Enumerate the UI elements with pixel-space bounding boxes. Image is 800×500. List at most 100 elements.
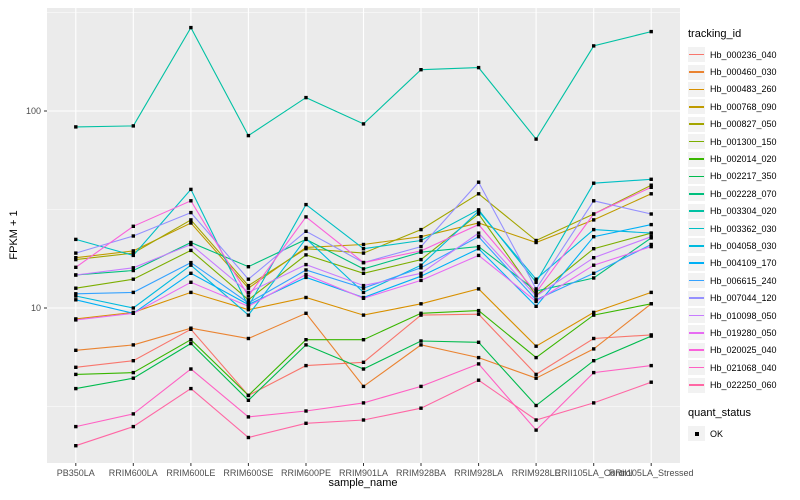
data-point xyxy=(74,318,78,322)
data-point xyxy=(74,237,78,242)
data-point xyxy=(189,210,193,215)
data-point xyxy=(649,231,653,235)
data-point xyxy=(419,263,423,267)
data-point xyxy=(74,265,78,269)
data-point xyxy=(419,266,423,270)
legend-entry: Hb_007044_120 xyxy=(688,289,798,306)
legend-entry: Hb_000460_030 xyxy=(688,63,798,80)
data-point xyxy=(649,183,653,187)
data-point xyxy=(131,124,135,128)
legend-key xyxy=(688,47,705,63)
legend-entry: Hb_022250_060 xyxy=(688,376,798,393)
data-point xyxy=(246,294,251,298)
data-point xyxy=(189,367,193,371)
legend-key xyxy=(688,81,705,97)
line-swatch-icon xyxy=(689,262,704,265)
data-point xyxy=(246,308,251,312)
data-point xyxy=(476,231,481,235)
line-swatch-icon xyxy=(689,227,704,230)
data-point xyxy=(419,384,423,389)
x-tick-label: RRIM901LA xyxy=(339,468,388,478)
data-point xyxy=(534,372,538,377)
line-swatch-icon xyxy=(689,366,704,369)
x-tick-label: RRIM600LE xyxy=(166,468,215,478)
legend-label: Hb_022250_060 xyxy=(710,380,777,391)
line-swatch-icon xyxy=(689,297,704,299)
data-point xyxy=(534,428,538,432)
data-point xyxy=(419,68,423,72)
data-point xyxy=(534,403,538,408)
line-swatch-icon xyxy=(689,279,704,282)
data-point xyxy=(131,343,135,347)
data-point xyxy=(361,313,366,317)
data-point xyxy=(304,338,308,342)
data-point xyxy=(361,247,366,251)
data-point xyxy=(131,249,135,253)
x-tick-label: RRIM600SE xyxy=(223,468,273,478)
data-point xyxy=(649,290,653,295)
data-point xyxy=(649,242,653,247)
data-point xyxy=(304,363,308,368)
legend-label: Hb_000236_040 xyxy=(710,49,777,60)
data-point xyxy=(592,263,596,267)
data-point xyxy=(246,301,251,305)
data-point xyxy=(649,185,653,189)
y-axis-title: FPKM + 1 xyxy=(8,210,20,260)
data-point xyxy=(476,212,481,216)
data-point xyxy=(361,286,366,290)
data-point xyxy=(476,65,481,70)
data-point xyxy=(476,209,481,213)
data-point xyxy=(419,406,423,410)
data-point xyxy=(476,247,481,251)
legend-key xyxy=(688,290,705,306)
data-point xyxy=(534,290,538,295)
data-point xyxy=(246,415,251,419)
data-point xyxy=(189,187,193,192)
data-point xyxy=(304,95,308,100)
legend-title-tracking-id: tracking_id xyxy=(688,28,742,40)
data-point xyxy=(246,133,251,138)
data-point xyxy=(534,240,538,245)
data-point xyxy=(419,339,423,343)
data-point xyxy=(361,338,366,342)
data-point xyxy=(74,273,78,277)
data-point xyxy=(246,398,251,402)
legend-label: Hb_000460_030 xyxy=(710,67,777,78)
data-point xyxy=(592,310,596,315)
data-point xyxy=(419,235,423,239)
line-swatch-icon xyxy=(689,175,704,178)
data-point xyxy=(534,287,538,291)
data-point xyxy=(534,304,538,308)
legend-label: Hb_001300_150 xyxy=(710,136,777,147)
data-point xyxy=(246,290,251,295)
line-swatch-icon xyxy=(689,314,704,317)
data-point xyxy=(74,365,78,369)
legend-key xyxy=(688,151,705,167)
data-point xyxy=(131,306,135,310)
data-point xyxy=(592,271,596,275)
data-point xyxy=(304,215,308,219)
legend-key xyxy=(688,64,705,80)
data-point xyxy=(74,348,78,352)
data-point xyxy=(131,412,135,416)
data-point xyxy=(476,192,481,196)
legend-entry: Hb_002228_070 xyxy=(688,185,798,202)
data-point xyxy=(74,444,78,448)
data-point xyxy=(304,229,308,233)
data-point xyxy=(131,266,135,270)
data-point xyxy=(419,227,423,232)
legend-entry: Hb_021068_040 xyxy=(688,359,798,376)
data-point xyxy=(74,372,78,377)
data-point xyxy=(592,336,596,341)
legend-entry: Hb_000827_050 xyxy=(688,116,798,133)
data-point xyxy=(419,271,423,275)
data-point xyxy=(592,256,596,260)
data-point xyxy=(361,251,366,255)
data-point xyxy=(592,218,596,222)
data-point xyxy=(304,295,308,300)
data-point xyxy=(246,283,251,288)
data-point xyxy=(534,137,538,141)
data-point xyxy=(131,370,135,375)
data-point xyxy=(189,271,193,275)
